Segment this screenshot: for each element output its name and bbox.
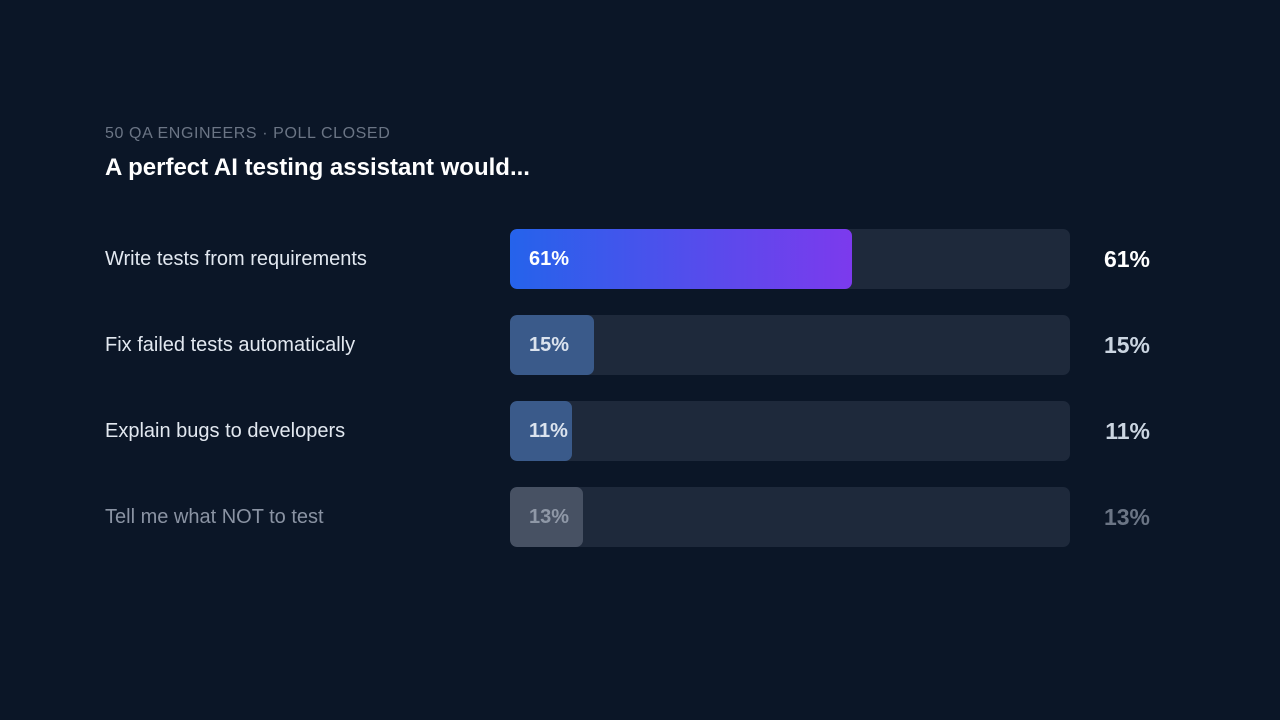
option-label: Tell me what NOT to test bbox=[105, 506, 324, 528]
option-percentage: 15% bbox=[1103, 332, 1150, 358]
option-label: Fix failed tests automatically bbox=[105, 334, 356, 356]
bar-inner-label: 61% bbox=[529, 248, 570, 270]
poll-option-row: Write tests from requirements 61% 61% bbox=[0, 229, 1280, 289]
bar-inner-label: 11% bbox=[529, 420, 568, 442]
option-label: Write tests from requirements bbox=[105, 248, 367, 270]
option-percentage: 11% bbox=[1105, 418, 1150, 444]
bar-track: 15% bbox=[510, 315, 1070, 375]
poll-option-row: Tell me what NOT to test 13% 13% bbox=[0, 487, 1280, 547]
bar-fill bbox=[510, 229, 852, 289]
bar-fill bbox=[510, 401, 572, 461]
poll-title: A perfect AI testing assistant would... bbox=[105, 154, 530, 181]
poll-option-row: Explain bugs to developers 11% 11% bbox=[0, 401, 1280, 461]
option-percentage: 61% bbox=[1103, 246, 1150, 272]
bar-inner-label: 13% bbox=[529, 506, 570, 528]
bar-track: 61% bbox=[510, 229, 1070, 289]
bar-inner-label: 15% bbox=[529, 334, 570, 356]
option-percentage: 13% bbox=[1103, 504, 1150, 530]
poll-option-row: Fix failed tests automatically 15% 15% bbox=[0, 315, 1280, 375]
bar-fill bbox=[510, 315, 594, 375]
bar-track: 13% bbox=[510, 487, 1070, 547]
bar-track: 11% bbox=[510, 401, 1070, 461]
option-label: Explain bugs to developers bbox=[105, 420, 346, 442]
poll-eyebrow: 50 QA ENGINEERS · POLL CLOSED bbox=[105, 125, 391, 142]
bar-fill bbox=[510, 487, 583, 547]
